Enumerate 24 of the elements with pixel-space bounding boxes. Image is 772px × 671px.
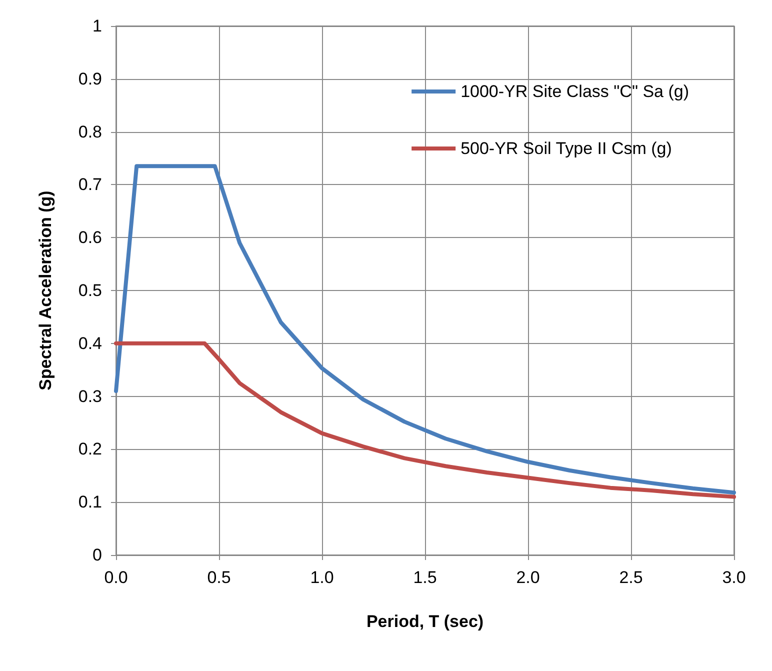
x-tick-label: 0.5: [207, 568, 231, 587]
y-tick-label: 0.1: [78, 492, 102, 512]
legend-label: 500-YR Soil Type II Csm (g): [460, 139, 672, 158]
x-axis-title: Period, T (sec): [366, 612, 484, 631]
y-tick-label: 0.2: [78, 440, 102, 459]
y-tick-label: 0.6: [78, 228, 102, 248]
y-tick-label: 0.3: [78, 386, 102, 406]
x-tick-label: 2.0: [516, 568, 540, 587]
x-tick-label: 3.0: [722, 568, 746, 587]
x-tick-label: 1.5: [413, 568, 437, 587]
x-tick-label: 2.5: [619, 568, 643, 587]
y-tick-label: 0.4: [78, 334, 102, 353]
line-series: [114, 341, 736, 499]
y-tick-label: 0.9: [78, 69, 102, 88]
x-tick-label: 1.0: [310, 568, 334, 587]
line-series: [114, 164, 736, 495]
y-tick-label: 1: [92, 16, 102, 36]
legend-label: 1000-YR Site Class "C" Sa (g): [460, 82, 690, 101]
x-tick-label: 0.0: [104, 568, 128, 587]
y-tick-label: 0: [92, 546, 102, 564]
y-tick-label: 0.5: [78, 281, 102, 300]
y-axis-title: Spectral Acceleration (g): [36, 190, 55, 390]
y-tick-label: 0.7: [78, 175, 102, 194]
y-tick-label: 0.8: [78, 122, 102, 142]
